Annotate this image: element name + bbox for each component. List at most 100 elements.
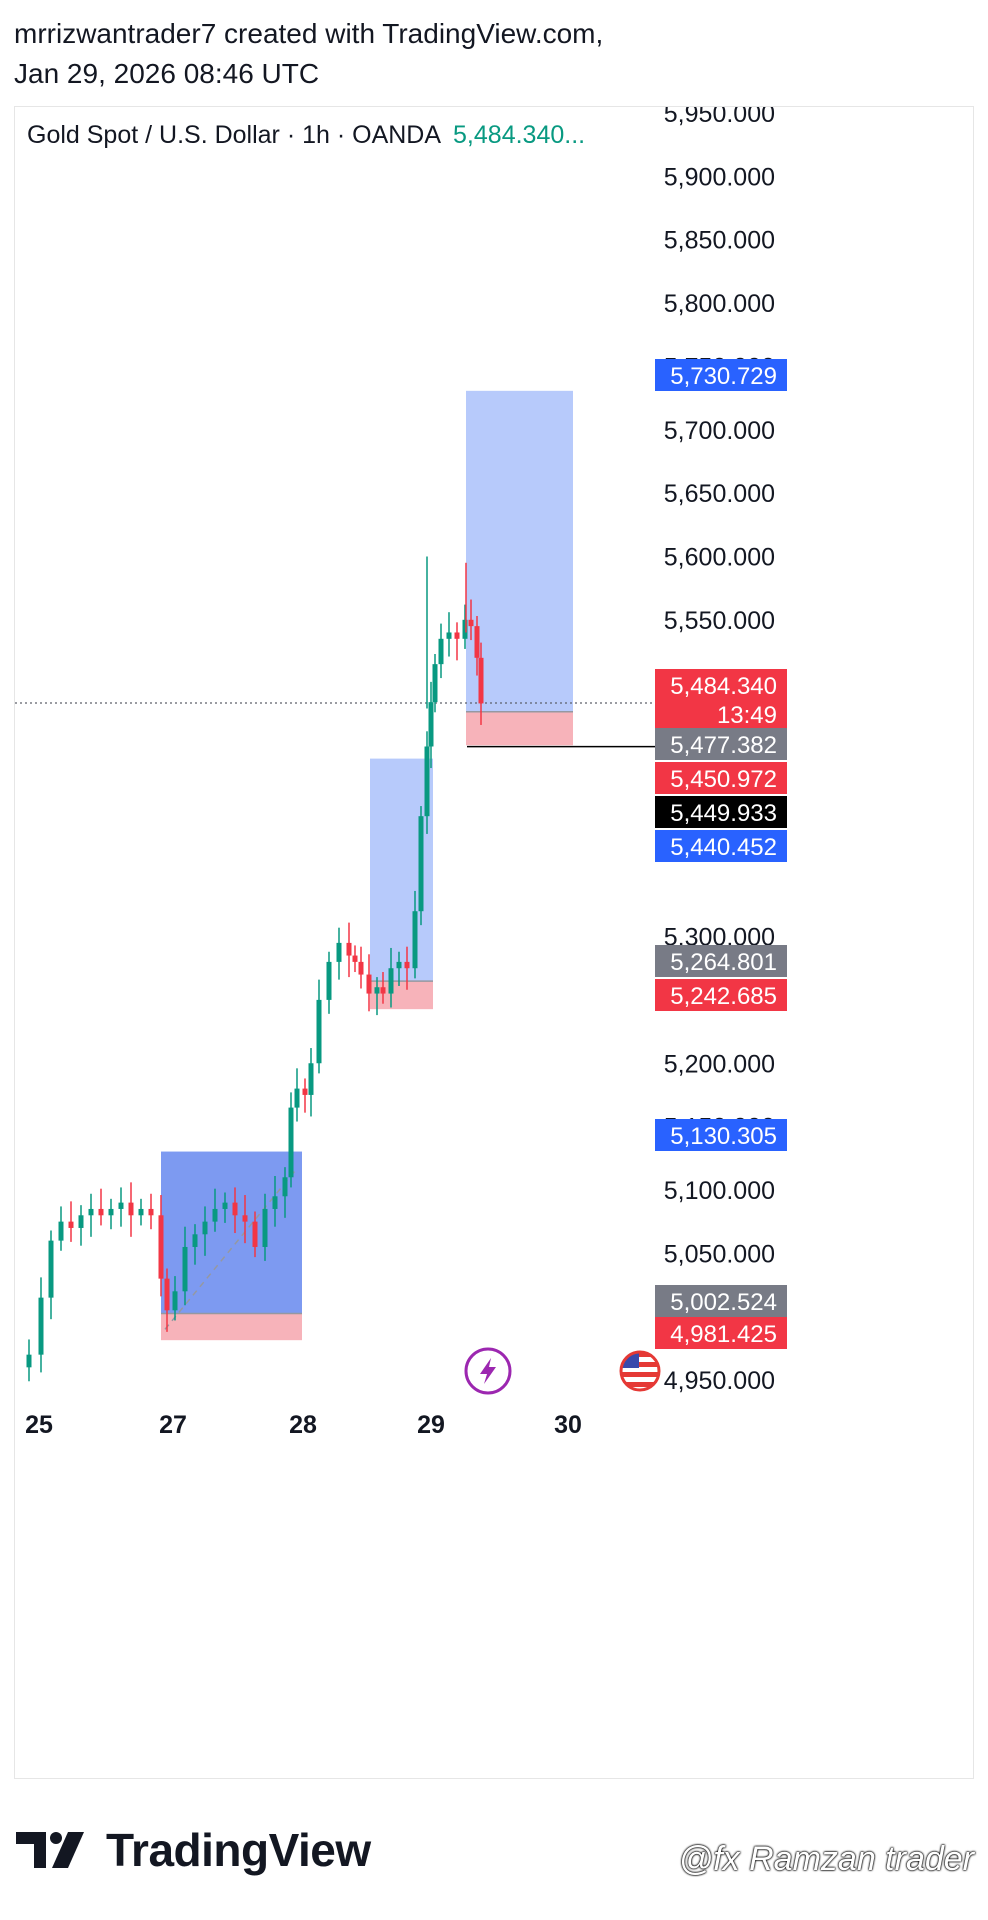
candle-body	[242, 1215, 248, 1222]
lightning-icon[interactable]	[464, 1347, 512, 1395]
price-tick-label: 4,950.000	[664, 1367, 775, 1395]
price-label-text: 5,264.801	[670, 949, 777, 976]
candle-body	[346, 942, 352, 956]
chart-frame[interactable]: 5,950.0005,900.0005,850.0005,800.0005,75…	[14, 106, 974, 1779]
time-tick-label: 25	[25, 1411, 53, 1439]
price-label-box	[655, 1119, 787, 1151]
price-label-text: 4,981.425	[670, 1321, 777, 1348]
candle-body	[202, 1221, 208, 1235]
candle-body	[302, 1088, 308, 1095]
price-tick-label: 5,200.000	[664, 1050, 775, 1078]
price-lines	[15, 702, 655, 748]
candles	[26, 556, 484, 1382]
candle-body	[446, 632, 452, 639]
price-tick-label: 5,550.000	[664, 607, 775, 635]
price-tick-label: 5,050.000	[664, 1240, 775, 1268]
candle-body	[138, 1208, 144, 1216]
tradingview-logo-icon	[16, 1832, 84, 1868]
price-label-box	[655, 979, 787, 1011]
symbol-title: Gold Spot / U.S. Dollar · 1h · OANDA	[27, 121, 441, 149]
price-tick-label: 5,600.000	[664, 543, 775, 571]
candle-body	[404, 961, 410, 969]
price-label-text: 5,477.382	[670, 732, 777, 759]
candle-body	[336, 942, 342, 962]
candle-body	[118, 1202, 124, 1209]
price-label-box	[655, 796, 787, 828]
candle-body	[288, 1107, 294, 1178]
candle-body	[108, 1208, 114, 1216]
candle-body	[454, 632, 460, 639]
candle-body	[396, 961, 402, 969]
candle-body	[388, 968, 394, 994]
candle-body	[282, 1177, 288, 1197]
price-label-text: 5,242.685	[670, 983, 777, 1010]
candle-body	[308, 1063, 314, 1095]
candle-body	[78, 1215, 84, 1228]
time-tick-label: 27	[159, 1411, 187, 1439]
candle-body	[432, 664, 438, 703]
candle-body	[358, 961, 364, 975]
candle-body	[294, 1088, 300, 1108]
candle-body	[26, 1354, 32, 1368]
candle-body	[262, 1208, 268, 1247]
candle-body	[232, 1202, 238, 1216]
candle-body	[468, 619, 474, 627]
credit-watermark: @fx Ramzan trader	[678, 1840, 974, 1878]
price-label-box	[655, 359, 787, 391]
price-label-text: 5,730.729	[670, 363, 777, 390]
candle-body	[172, 1291, 178, 1311]
price-tick-label: 5,700.000	[664, 417, 775, 445]
time-axis: 25 27 28 29 30	[25, 1411, 582, 1439]
candle-body	[98, 1208, 104, 1216]
candle-body	[374, 987, 380, 994]
time-tick-label: 30	[554, 1411, 582, 1439]
time-tick-label: 29	[417, 1411, 445, 1439]
candle-body	[418, 816, 424, 912]
chart-canvas[interactable]: 5,950.0005,900.0005,850.0005,800.0005,75…	[15, 107, 975, 1780]
candle-body	[462, 619, 468, 639]
price-label-text: 5,450.972	[670, 766, 777, 793]
price-label-text: 5,440.452	[670, 834, 777, 861]
price-tick-label: 5,800.000	[664, 290, 775, 318]
candle-body	[428, 702, 434, 747]
price-label-text: 5,449.933	[670, 800, 777, 827]
stop-zone	[161, 1313, 302, 1341]
stop-zone	[466, 711, 573, 746]
candle-body	[128, 1202, 134, 1216]
price-tick-label: 5,900.000	[664, 163, 775, 191]
price-tick-label: 5,100.000	[664, 1177, 775, 1205]
date-line: Jan 29, 2026 08:46 UTC	[14, 58, 320, 89]
candle-body	[478, 657, 484, 704]
candle-body	[68, 1221, 74, 1228]
candle-body	[316, 999, 322, 1064]
candle-body	[182, 1246, 188, 1292]
stop-zone	[370, 981, 433, 1010]
target-zone	[466, 390, 573, 712]
price-label-text: 13:49	[717, 702, 777, 729]
brand-name: TradingView	[106, 1824, 371, 1876]
price-label-box	[655, 830, 787, 862]
candle-body	[212, 1208, 218, 1222]
candle-body	[438, 638, 444, 665]
time-tick-label: 28	[289, 1411, 317, 1439]
candle-body	[38, 1297, 44, 1355]
candle-body	[380, 987, 386, 994]
chart-title: Gold Spot / U.S. Dollar · 1h · OANDA 5,48…	[27, 121, 585, 149]
price-label-box	[655, 945, 787, 977]
candle-body	[158, 1215, 164, 1279]
chart-header: mrrizwantrader7 created with TradingView…	[14, 14, 603, 94]
candle-body	[48, 1240, 54, 1298]
last-price-title: 5,484.340...	[453, 121, 585, 149]
candle-body	[252, 1221, 258, 1247]
candle-body	[164, 1278, 170, 1311]
us-flag-icon[interactable]	[619, 1350, 661, 1392]
candle-body	[272, 1196, 278, 1209]
price-tick-label: 5,850.000	[664, 227, 775, 255]
candle-body	[366, 974, 372, 994]
price-label-box	[655, 762, 787, 794]
candle-body	[222, 1202, 228, 1209]
price-label-box	[655, 728, 787, 760]
price-label-box	[655, 1285, 787, 1317]
price-label-box	[655, 669, 787, 701]
